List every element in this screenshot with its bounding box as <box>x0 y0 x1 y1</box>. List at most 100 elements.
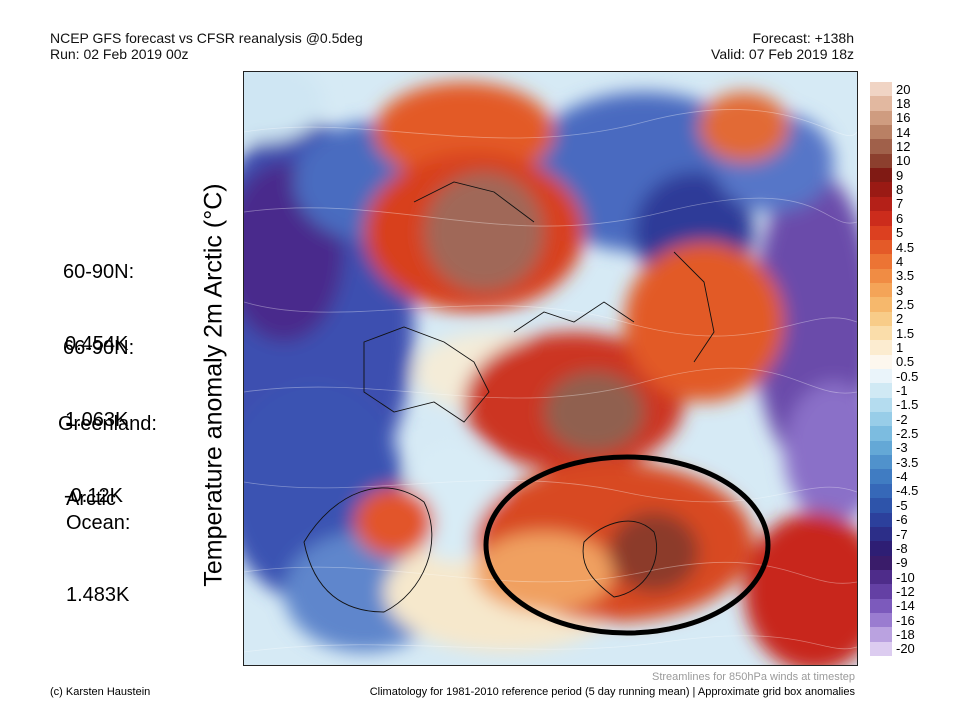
colorbar-tick-label: -3 <box>896 440 908 456</box>
colorbar-tick-label: 4.5 <box>896 239 915 255</box>
colorbar-tick-label: 14 <box>896 124 911 140</box>
colorbar-tick-label: -0.5 <box>896 368 919 384</box>
colorbar-tick-label: -14 <box>896 598 915 614</box>
map-title: NCEP GFS forecast vs CFSR reanalysis @0.… <box>50 30 363 46</box>
colorbar-segment <box>870 498 892 513</box>
colorbar-segment <box>870 383 892 399</box>
climatology-note: Climatology for 1981-2010 reference peri… <box>369 686 855 698</box>
streamline-note: Streamlines for 850hPa winds at timestep <box>652 671 855 683</box>
colorbar-segment <box>870 153 892 169</box>
colorbar-tick-label: 16 <box>896 110 911 126</box>
colorbar-tick-label: 7 <box>896 196 904 212</box>
colorbar-segment <box>870 168 892 183</box>
colorbar-tick-label: 10 <box>896 153 911 169</box>
colorbar-segment <box>870 239 892 255</box>
forecast-lead: Forecast: +138h <box>752 30 854 46</box>
colorbar-segment <box>870 282 892 298</box>
colorbar-segment <box>870 512 892 528</box>
colorbar-segment <box>870 82 892 97</box>
colorbar-tick-label: 5 <box>896 225 904 241</box>
colorbar <box>870 82 892 657</box>
colorbar-tick-label: 1.5 <box>896 325 915 341</box>
colorbar-tick-label: -1.5 <box>896 397 919 413</box>
colorbar-tick-label: -1 <box>896 383 908 399</box>
colorbar-segment <box>870 641 892 657</box>
stat-60-90n: 60-90N: 0.454K <box>63 212 134 404</box>
colorbar-tick-label: 1 <box>896 339 904 355</box>
map-header-left: NCEP GFS forecast vs CFSR reanalysis @0.… <box>50 30 363 62</box>
colorbar-tick-label: 2 <box>896 311 904 327</box>
map-axis-label: Temperature anomaly 2m Arctic (°C) <box>199 183 228 587</box>
colorbar-tick-label: 18 <box>896 96 911 112</box>
colorbar-tick-label: -4 <box>896 469 908 485</box>
colorbar-segment <box>870 555 892 571</box>
colorbar-segment <box>870 397 892 413</box>
colorbar-segment <box>870 354 892 370</box>
colorbar-tick-label: -3.5 <box>896 454 919 470</box>
colorbar-segment <box>870 211 892 226</box>
colorbar-tick-label: -10 <box>896 569 915 585</box>
colorbar-segment <box>870 426 892 442</box>
colorbar-segment <box>870 268 892 284</box>
anomaly-map-graphic <box>244 72 857 665</box>
colorbar-tick-label: 8 <box>896 182 904 198</box>
stat-value: 0.454K <box>65 333 129 355</box>
colorbar-segment <box>870 569 892 585</box>
colorbar-tick-label: -5 <box>896 497 908 513</box>
colorbar-tick-label: -2 <box>896 411 908 427</box>
colorbar-tick-label: -20 <box>896 641 915 657</box>
colorbar-segment <box>870 182 892 198</box>
colorbar-tick-label: 3 <box>896 282 904 298</box>
colorbar-tick-label: -18 <box>896 626 915 642</box>
colorbar-segment <box>870 612 892 628</box>
colorbar-segment <box>870 369 892 384</box>
colorbar-segment <box>870 598 892 614</box>
colorbar-tick-label: 2.5 <box>896 296 915 312</box>
regional-stats: 60-90N: 0.454K 66-90N: 1.063K Greenland:… <box>0 0 190 720</box>
stat-label: 60-90N: <box>63 261 135 283</box>
highlight-ellipse <box>483 454 771 636</box>
colorbar-segment <box>870 627 892 643</box>
colorbar-tick-label: -8 <box>896 540 908 556</box>
colorbar-tick-label: 3.5 <box>896 268 915 284</box>
colorbar-segment <box>870 196 892 212</box>
stat-66-90n: 66-90N: 1.063K <box>63 288 134 480</box>
map-header-right: Forecast: +138h Valid: 07 Feb 2019 18z <box>711 30 854 62</box>
colorbar-tick-label: 9 <box>896 167 904 183</box>
colorbar-segment <box>870 110 892 126</box>
colorbar-segment <box>870 483 892 499</box>
colorbar-segment <box>870 412 892 427</box>
stat-value: -0.12K <box>64 485 123 507</box>
colorbar-tick-label: -7 <box>896 526 908 542</box>
coastlines <box>303 181 715 613</box>
streamlines <box>244 109 857 653</box>
stat-value: 1.483K <box>66 584 130 606</box>
anomaly-map <box>243 71 858 666</box>
colorbar-segment <box>870 340 892 356</box>
colorbar-segment <box>870 297 892 313</box>
stat-value: 1.063K <box>65 409 129 431</box>
colorbar-segment <box>870 440 892 456</box>
colorbar-segment <box>870 139 892 155</box>
run-time: Run: 02 Feb 2019 00z <box>50 46 189 62</box>
stat-greenland: Greenland: -0.12K <box>58 364 157 556</box>
colorbar-tick-label: -9 <box>896 555 908 571</box>
stat-label: Arctic Ocean: <box>66 488 131 534</box>
colorbar-segment <box>870 469 892 485</box>
valid-time: Valid: 07 Feb 2019 18z <box>711 46 854 62</box>
colorbar-segment <box>870 225 892 241</box>
colorbar-segment <box>870 325 892 341</box>
colorbar-segment <box>870 254 892 270</box>
colorbar-tick-label: -16 <box>896 612 915 628</box>
stat-label: Greenland: <box>58 413 157 435</box>
colorbar-tick-label: -6 <box>896 512 908 528</box>
colorbar-segment <box>870 584 892 600</box>
colorbar-tick-label: -4.5 <box>896 483 919 499</box>
colorbar-tick-label: 4 <box>896 253 904 269</box>
colorbar-tick-label: 12 <box>896 139 911 155</box>
colorbar-segment <box>870 526 892 542</box>
colorbar-tick-label: 20 <box>896 81 911 97</box>
colorbar-segment <box>870 96 892 112</box>
colorbar-tick-label: -12 <box>896 583 915 599</box>
anomaly-field <box>244 72 857 665</box>
